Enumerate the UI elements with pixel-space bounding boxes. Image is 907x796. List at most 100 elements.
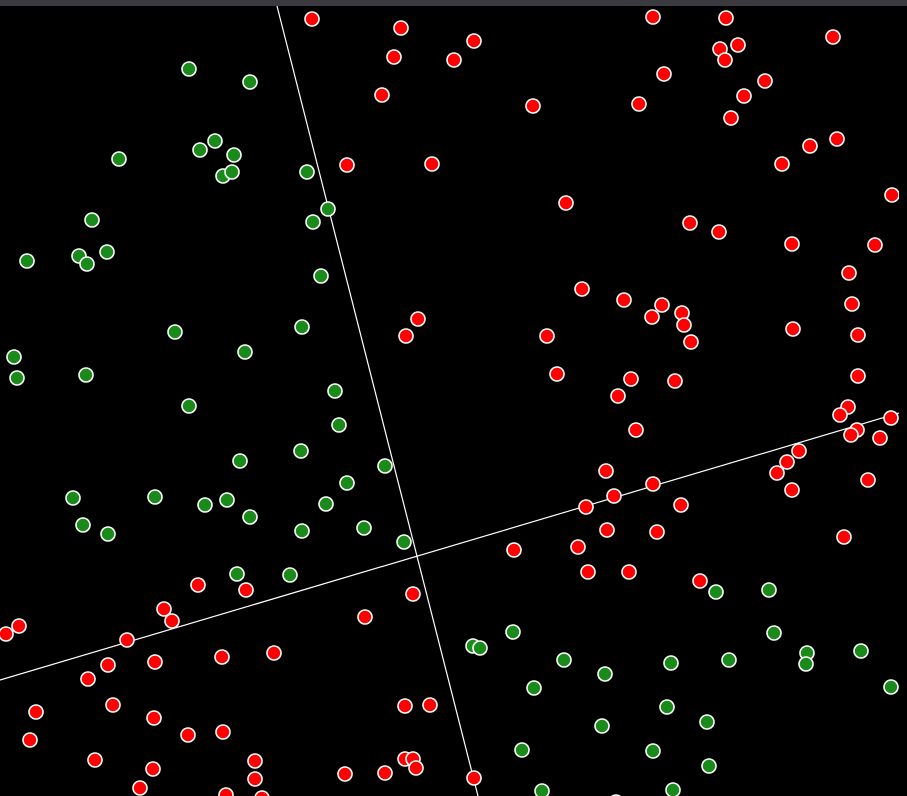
red-data-point xyxy=(667,373,683,389)
green-data-point xyxy=(645,743,661,759)
red-data-point xyxy=(829,131,845,147)
green-data-point xyxy=(100,526,116,542)
window-top-bar xyxy=(0,0,907,6)
boundary-line-1 xyxy=(276,6,479,796)
green-data-point xyxy=(99,244,115,260)
red-data-point xyxy=(867,237,883,253)
green-data-point xyxy=(305,214,321,230)
red-data-point xyxy=(506,542,522,558)
red-data-point xyxy=(22,732,38,748)
red-data-point xyxy=(832,407,848,423)
red-data-point xyxy=(850,327,866,343)
green-data-point xyxy=(167,324,183,340)
red-data-point xyxy=(791,443,807,459)
red-data-point xyxy=(645,476,661,492)
green-data-point xyxy=(147,489,163,505)
red-data-point xyxy=(802,138,818,154)
red-data-point xyxy=(628,422,644,438)
red-data-point xyxy=(884,187,899,203)
red-data-point xyxy=(769,465,785,481)
green-data-point xyxy=(65,490,81,506)
data-points xyxy=(0,9,899,796)
green-data-point xyxy=(472,640,488,656)
green-data-point xyxy=(111,151,127,167)
red-data-point xyxy=(645,9,661,25)
red-data-point xyxy=(397,698,413,714)
red-data-point xyxy=(405,586,421,602)
green-data-point xyxy=(534,783,550,796)
green-data-point xyxy=(505,624,521,640)
red-data-point xyxy=(682,215,698,231)
red-data-point xyxy=(466,770,482,786)
green-data-point xyxy=(6,349,22,365)
green-data-point xyxy=(556,652,572,668)
red-data-point xyxy=(466,33,482,49)
red-data-point xyxy=(398,328,414,344)
red-data-point xyxy=(784,482,800,498)
red-data-point xyxy=(190,577,206,593)
green-data-point xyxy=(356,520,372,536)
red-data-point xyxy=(164,613,180,629)
red-data-point xyxy=(599,522,615,538)
plot-background xyxy=(0,6,899,796)
red-data-point xyxy=(673,497,689,513)
red-data-point xyxy=(337,766,353,782)
red-data-point xyxy=(218,787,234,796)
red-data-point xyxy=(654,297,670,313)
red-data-point xyxy=(147,654,163,670)
red-data-point xyxy=(145,761,161,777)
green-data-point xyxy=(665,782,681,796)
green-data-point xyxy=(594,718,610,734)
green-data-point xyxy=(242,74,258,90)
red-data-point xyxy=(374,87,390,103)
red-data-point xyxy=(850,368,866,384)
red-data-point xyxy=(774,156,790,172)
green-data-point xyxy=(294,523,310,539)
red-data-point xyxy=(841,265,857,281)
red-data-point xyxy=(730,37,746,53)
red-data-point xyxy=(214,649,230,665)
red-data-point xyxy=(883,410,899,426)
red-data-point xyxy=(119,632,135,648)
red-data-point xyxy=(377,765,393,781)
green-data-point xyxy=(318,496,334,512)
red-data-point xyxy=(718,10,734,26)
red-data-point xyxy=(578,499,594,515)
red-data-point xyxy=(723,110,739,126)
red-data-point xyxy=(266,645,282,661)
red-data-point xyxy=(836,529,852,545)
red-data-point xyxy=(105,697,121,713)
green-data-point xyxy=(663,655,679,671)
green-data-point xyxy=(19,253,35,269)
green-data-point xyxy=(181,61,197,77)
red-data-point xyxy=(254,790,270,796)
red-data-point xyxy=(357,609,373,625)
red-data-point xyxy=(410,311,426,327)
green-data-point xyxy=(699,714,715,730)
green-data-point xyxy=(514,742,530,758)
green-data-point xyxy=(721,652,737,668)
red-data-point xyxy=(422,697,438,713)
red-data-point xyxy=(676,317,692,333)
red-data-point xyxy=(644,309,660,325)
red-data-point xyxy=(606,488,622,504)
red-data-point xyxy=(570,539,586,555)
red-data-point xyxy=(80,671,96,687)
red-data-point xyxy=(757,73,773,89)
green-data-point xyxy=(84,212,100,228)
red-data-point xyxy=(656,66,672,82)
red-data-point xyxy=(598,463,614,479)
green-data-point xyxy=(294,319,310,335)
green-data-point xyxy=(331,417,347,433)
green-data-point xyxy=(237,344,253,360)
red-data-point xyxy=(393,20,409,36)
scatter-plot-area xyxy=(0,6,899,796)
green-data-point xyxy=(242,509,258,525)
red-data-point xyxy=(574,281,590,297)
green-data-point xyxy=(192,142,208,158)
green-data-point xyxy=(219,492,235,508)
red-data-point xyxy=(616,292,632,308)
red-data-point xyxy=(580,564,596,580)
green-data-point xyxy=(229,566,245,582)
red-data-point xyxy=(711,224,727,240)
